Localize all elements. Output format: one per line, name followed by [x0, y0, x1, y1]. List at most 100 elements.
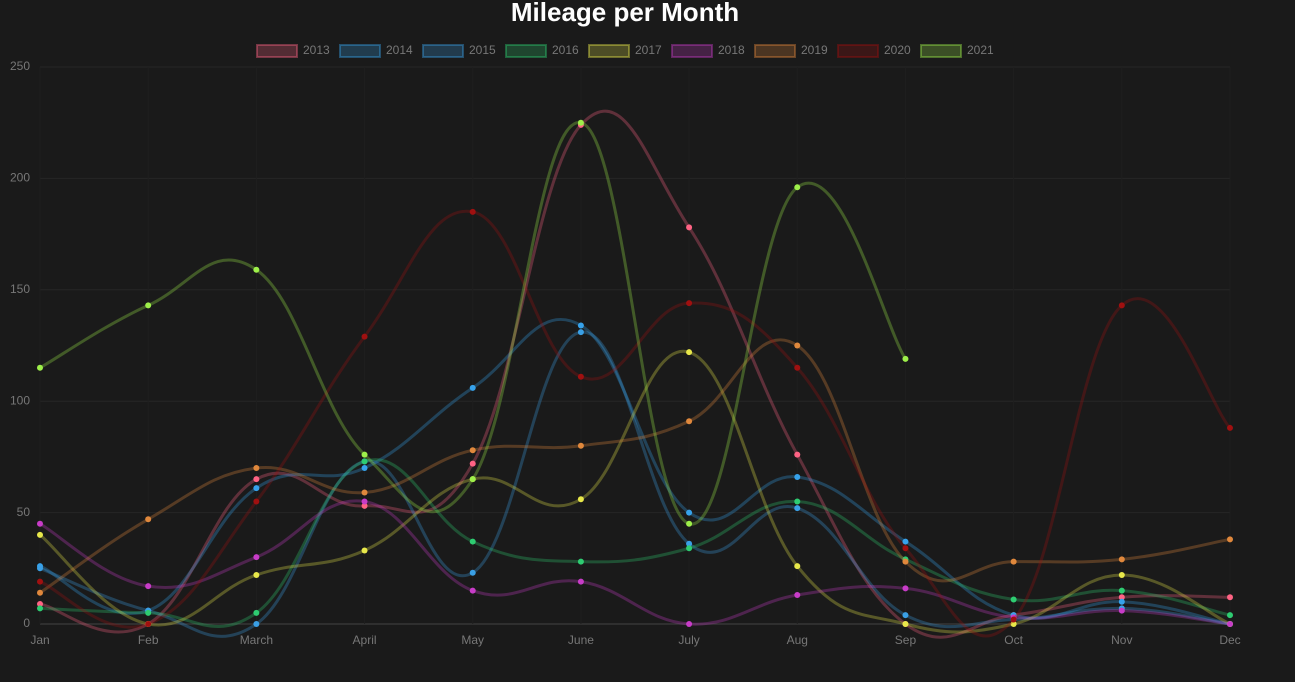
data-point[interactable] [1118, 556, 1125, 563]
data-point[interactable] [361, 458, 368, 465]
data-point[interactable] [902, 612, 909, 619]
legend-label[interactable]: 2016 [552, 43, 579, 57]
data-point[interactable] [469, 384, 476, 391]
data-point[interactable] [253, 266, 260, 273]
data-point[interactable] [361, 333, 368, 340]
legend-swatch[interactable] [256, 44, 298, 58]
data-point[interactable] [145, 609, 152, 616]
data-point[interactable] [37, 600, 43, 607]
data-point[interactable] [577, 578, 584, 585]
data-point[interactable] [794, 184, 801, 191]
data-point[interactable] [361, 547, 368, 554]
data-point[interactable] [1227, 424, 1233, 431]
data-point[interactable] [145, 583, 152, 590]
data-point[interactable] [145, 302, 152, 309]
data-point[interactable] [902, 538, 909, 545]
data-point[interactable] [1118, 302, 1125, 309]
data-point[interactable] [361, 498, 368, 505]
data-point[interactable] [1118, 594, 1125, 601]
legend-swatch[interactable] [671, 44, 713, 58]
data-point[interactable] [1010, 558, 1017, 565]
legend-label[interactable]: 2013 [303, 43, 330, 57]
data-point[interactable] [1010, 621, 1017, 627]
data-point[interactable] [686, 349, 693, 356]
data-point[interactable] [253, 465, 260, 472]
data-point[interactable] [686, 224, 693, 231]
legend-swatch[interactable] [837, 44, 879, 58]
data-point[interactable] [902, 585, 909, 592]
data-point[interactable] [469, 460, 476, 467]
data-point[interactable] [1118, 587, 1125, 594]
data-point[interactable] [902, 355, 909, 362]
data-point[interactable] [253, 571, 260, 578]
data-point[interactable] [686, 418, 693, 425]
data-point[interactable] [794, 498, 801, 505]
data-point[interactable] [686, 540, 693, 547]
data-point[interactable] [1010, 616, 1017, 623]
legend-label[interactable]: 2021 [967, 43, 994, 57]
data-point[interactable] [686, 621, 693, 627]
data-point[interactable] [794, 342, 801, 349]
data-point[interactable] [686, 520, 693, 527]
data-point[interactable] [686, 509, 693, 516]
data-point[interactable] [1010, 596, 1017, 603]
data-point[interactable] [361, 465, 368, 472]
legend-swatch[interactable] [422, 44, 464, 58]
data-point[interactable] [469, 476, 476, 483]
data-point[interactable] [253, 621, 260, 627]
data-point[interactable] [37, 605, 43, 612]
data-point[interactable] [253, 609, 260, 616]
data-point[interactable] [361, 451, 368, 458]
legend-label[interactable]: 2014 [386, 43, 413, 57]
data-point[interactable] [794, 563, 801, 570]
data-point[interactable] [1118, 607, 1125, 614]
data-point[interactable] [577, 558, 584, 565]
data-point[interactable] [902, 558, 909, 565]
data-point[interactable] [686, 300, 693, 307]
data-point[interactable] [361, 489, 368, 496]
data-point[interactable] [1118, 571, 1125, 578]
data-point[interactable] [469, 447, 476, 454]
data-point[interactable] [469, 208, 476, 215]
data-point[interactable] [253, 476, 260, 483]
data-point[interactable] [361, 502, 368, 509]
legend-label[interactable]: 2020 [884, 43, 911, 57]
data-point[interactable] [794, 505, 801, 512]
data-point[interactable] [577, 322, 584, 329]
data-point[interactable] [577, 329, 584, 336]
data-point[interactable] [794, 364, 801, 371]
legend-swatch[interactable] [588, 44, 630, 58]
legend-swatch[interactable] [505, 44, 547, 58]
data-point[interactable] [794, 451, 801, 458]
data-point[interactable] [1227, 612, 1233, 619]
data-point[interactable] [469, 569, 476, 576]
data-point[interactable] [253, 498, 260, 505]
legend-label[interactable]: 2015 [469, 43, 496, 57]
data-point[interactable] [1227, 536, 1233, 543]
data-point[interactable] [469, 587, 476, 594]
data-point[interactable] [253, 485, 260, 492]
legend-label[interactable]: 2018 [718, 43, 745, 57]
data-point[interactable] [37, 531, 43, 538]
data-point[interactable] [902, 545, 909, 552]
data-point[interactable] [145, 516, 152, 523]
legend-swatch[interactable] [920, 44, 962, 58]
data-point[interactable] [37, 589, 43, 596]
data-point[interactable] [37, 364, 43, 371]
data-point[interactable] [469, 538, 476, 545]
legend-label[interactable]: 2019 [801, 43, 828, 57]
data-point[interactable] [145, 621, 152, 627]
data-point[interactable] [577, 119, 584, 126]
data-point[interactable] [1227, 621, 1233, 627]
data-point[interactable] [794, 473, 801, 480]
data-point[interactable] [577, 373, 584, 380]
legend-swatch[interactable] [339, 44, 381, 58]
legend-label[interactable]: 2017 [635, 43, 662, 57]
data-point[interactable] [902, 621, 909, 627]
data-point[interactable] [253, 554, 260, 561]
data-point[interactable] [37, 520, 43, 527]
data-point[interactable] [37, 565, 43, 572]
data-point[interactable] [686, 545, 693, 552]
data-point[interactable] [1227, 594, 1233, 601]
data-point[interactable] [577, 442, 584, 449]
